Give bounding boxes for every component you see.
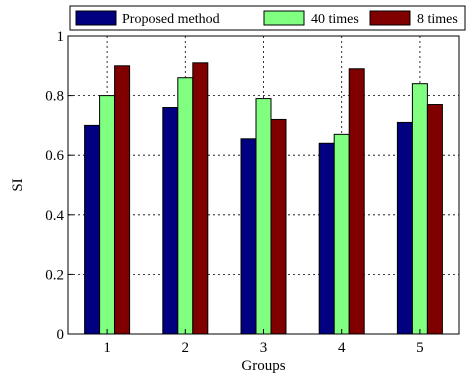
x-tick-label: 3 [260, 340, 268, 356]
legend-swatch-1 [75, 10, 117, 26]
y-tick-label: 0.4 [45, 208, 64, 224]
bar-3-group-3 [270, 118, 287, 335]
x-tick-label: 2 [182, 340, 190, 356]
x-tick-label: 4 [338, 340, 346, 356]
bar-2-group-3 [255, 98, 272, 335]
x-tick-label: 5 [416, 340, 424, 356]
y-tick-label: 0.8 [45, 89, 64, 105]
legend-swatch-3 [369, 10, 411, 26]
x-axis: 1 2 3 4 5 [103, 329, 424, 356]
bar-3-group-4 [348, 68, 365, 335]
bar-2-group-2 [177, 77, 194, 335]
legend-label-1: Proposed method [122, 12, 220, 27]
x-tick-label: 1 [103, 340, 111, 356]
y-tick-label: 1 [57, 29, 65, 45]
legend-label-3: 8 times [417, 12, 458, 27]
bar-2-group-1 [99, 95, 116, 335]
bar-1-group-4 [318, 142, 335, 335]
y-tick-label: 0 [57, 327, 65, 343]
bar-2-group-4 [333, 133, 350, 335]
bar-2-group-5 [411, 83, 428, 335]
y-tick-label: 0.6 [45, 148, 64, 164]
x-axis-title: Groups [241, 358, 285, 374]
bars [84, 62, 443, 335]
legend: Proposed method 40 times 8 times [69, 5, 466, 31]
bar-1-group-5 [396, 121, 413, 335]
bar-1-group-3 [240, 138, 257, 335]
y-axis: 0 0.2 0.4 0.6 0.8 1 [45, 29, 73, 343]
bar-1-group-1 [84, 124, 101, 335]
legend-swatch-2 [263, 10, 305, 26]
y-tick-label: 0.2 [45, 267, 64, 283]
bar-3-group-1 [114, 65, 131, 335]
bar-1-group-2 [162, 107, 179, 335]
y-axis-title: SI [10, 178, 26, 191]
bar-3-group-5 [426, 104, 443, 335]
bar-3-group-2 [192, 62, 209, 335]
legend-label-2: 40 times [311, 12, 359, 27]
